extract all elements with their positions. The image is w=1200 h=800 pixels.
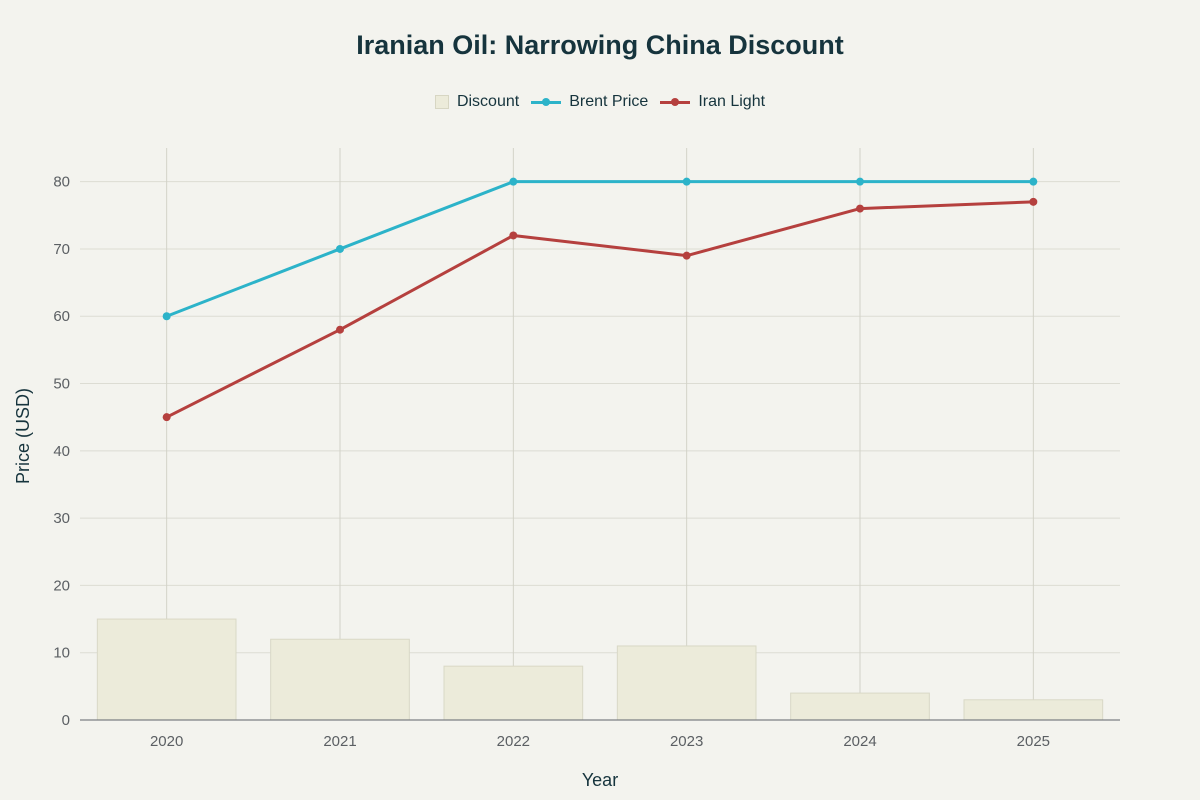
grid-lines (80, 148, 1120, 720)
legend-swatch-discount (434, 95, 449, 109)
legend: Discount Brent Price Iran Light (0, 93, 1200, 111)
legend-label-brent-price: Brent Price (569, 93, 649, 110)
point-brent-price-2022 (509, 177, 518, 186)
bar-discount-2023 (616, 645, 757, 721)
axis-ticks: 0 10 20 30 40 50 60 70 80 2020 2021 2022 2023 2024 202… (53, 174, 1050, 750)
y-axis-title: Price (USD) (13, 388, 33, 484)
x-tick-label-2025: 2025 (1017, 733, 1050, 750)
y-tick-label-0: 0 (62, 712, 70, 729)
y-tick-label-30: 30 (53, 510, 70, 527)
y-tick-label-20: 20 (53, 577, 70, 594)
line-brent-price (166, 180, 1034, 318)
chart-title: Iranian Oil: Narrowing China Discount (356, 30, 844, 60)
bar-discount-2022 (443, 665, 584, 721)
legend-swatch-brent-price (531, 96, 562, 108)
point-brent-price-2021 (336, 244, 344, 253)
bar-discount-2024 (790, 692, 930, 721)
y-tick-label-80: 80 (53, 174, 70, 191)
point-brent-price-2020 (162, 312, 171, 321)
x-tick-label-2022: 2022 (497, 733, 530, 750)
x-tick-label-2021: 2021 (323, 733, 356, 750)
legend-item-iran-light[interactable]: Iran Light (660, 93, 765, 111)
point-brent-price-2024 (856, 177, 864, 186)
y-tick-label-40: 40 (53, 443, 70, 460)
legend-label-discount: Discount (456, 93, 520, 110)
point-iran-light-2023 (682, 251, 691, 260)
bar-discount-2021 (270, 638, 410, 721)
point-iran-light-2020 (162, 413, 171, 422)
legend-label-iran-light: Iran Light (698, 93, 766, 110)
y-tick-label-10: 10 (53, 645, 70, 662)
point-iran-light-2022 (509, 231, 518, 240)
bar-series-discount (96, 618, 1104, 721)
point-brent-price-2023 (682, 177, 691, 186)
point-brent-price-2025 (1029, 177, 1038, 186)
line-series (162, 177, 1038, 422)
x-axis-title: Year (582, 770, 618, 790)
legend-swatch-iran-light (660, 96, 691, 108)
line-iran-light (165, 200, 1034, 419)
bar-discount-2020 (96, 618, 237, 721)
y-tick-label-60: 60 (53, 308, 70, 325)
legend-item-brent-price[interactable]: Brent Price (531, 93, 648, 111)
point-iran-light-2021 (336, 325, 344, 334)
legend-item-discount[interactable]: Discount (434, 93, 520, 111)
y-tick-label-50: 50 (53, 376, 70, 393)
x-tick-label-2020: 2020 (150, 733, 183, 750)
point-iran-light-2025 (1029, 197, 1038, 206)
point-iran-light-2024 (856, 204, 864, 213)
y-tick-label-70: 70 (53, 241, 70, 258)
x-tick-label-2023: 2023 (670, 733, 703, 750)
bar-discount-2025 (963, 699, 1104, 721)
x-tick-label-2024: 2024 (843, 733, 876, 750)
